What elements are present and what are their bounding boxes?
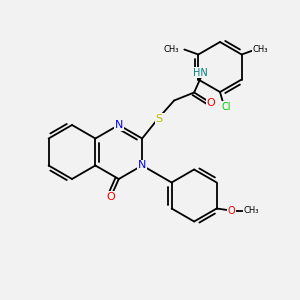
Text: N: N bbox=[115, 120, 123, 130]
Text: Cl: Cl bbox=[221, 102, 231, 112]
Text: CH₃: CH₃ bbox=[253, 45, 268, 54]
Text: S: S bbox=[156, 113, 163, 124]
Text: O: O bbox=[106, 192, 115, 202]
Text: HN: HN bbox=[193, 68, 208, 77]
Text: O: O bbox=[207, 98, 215, 107]
Text: N: N bbox=[138, 160, 146, 170]
Text: CH₃: CH₃ bbox=[164, 45, 179, 54]
Text: O: O bbox=[228, 206, 236, 215]
Text: CH₃: CH₃ bbox=[244, 206, 260, 215]
